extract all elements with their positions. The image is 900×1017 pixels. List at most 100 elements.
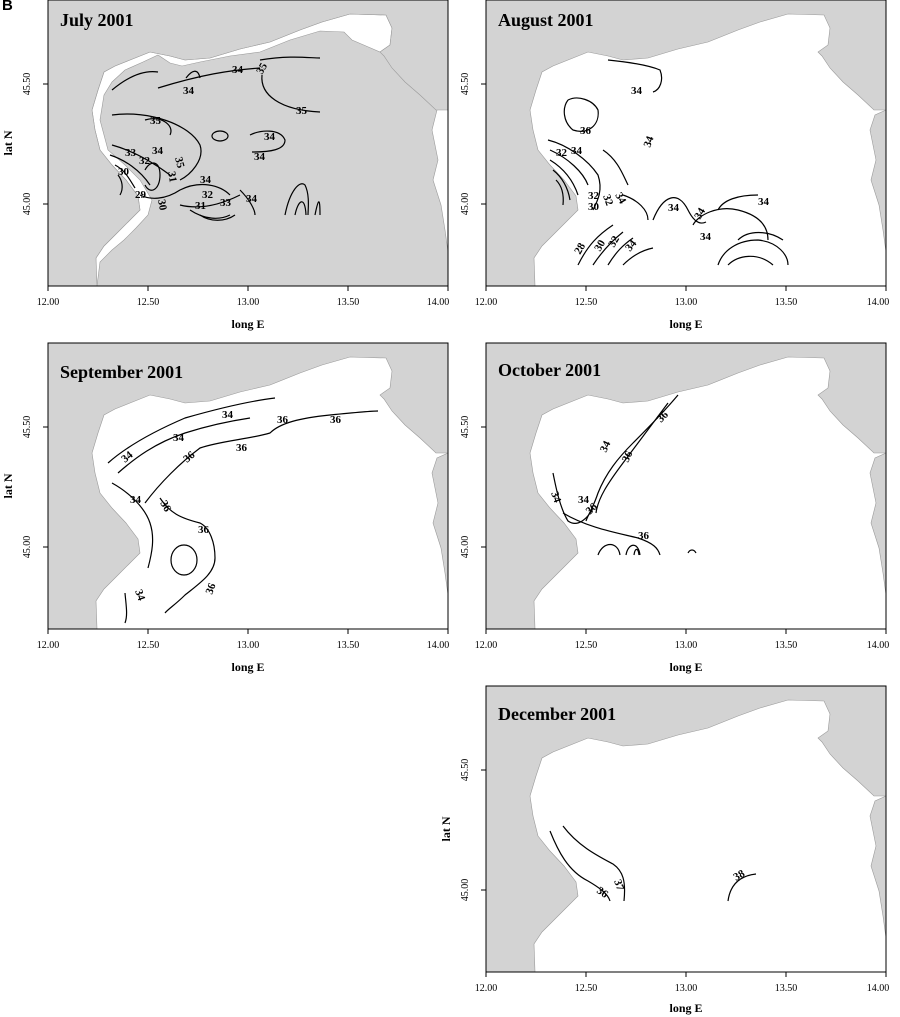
contour-label: 36 xyxy=(638,530,650,542)
x-axis: 12.00 12.50 13.00 13.50 14.00 long E xyxy=(37,286,450,331)
panel-title: December 2001 xyxy=(498,704,616,724)
x-axis: 12.00 12.50 13.00 13.50 14.00 long E xyxy=(37,629,450,674)
x-tick-label: 13.00 xyxy=(675,640,698,651)
contour-label: 35 xyxy=(296,105,308,117)
contour-label: 36 xyxy=(580,125,592,137)
contour-label: 33 xyxy=(125,147,137,159)
x-axis: 12.00 12.50 13.00 13.50 14.00 long E xyxy=(475,972,890,1015)
contour-label: 32 xyxy=(202,189,214,201)
contour-label: 32 xyxy=(139,155,151,167)
x-tick-label: 12.50 xyxy=(137,640,160,651)
x-axis-label: long E xyxy=(231,317,264,331)
panel-title: September 2001 xyxy=(60,362,183,382)
contour-label: 34 xyxy=(598,439,614,454)
map-panel-december: 36 37 38 December 2001 12.00 12.50 13.00… xyxy=(439,685,890,1015)
contour-label: 34 xyxy=(571,145,583,157)
contour-label: 34 xyxy=(578,494,590,506)
contour-label: 34 xyxy=(232,64,244,76)
y-tick-label: 45.00 xyxy=(460,536,471,559)
x-tick-label: 13.50 xyxy=(775,297,798,308)
contour-label: 34 xyxy=(668,202,680,214)
contour-label: 36 xyxy=(277,414,289,426)
contour-label: 34 xyxy=(264,131,276,143)
y-tick-label: 45.50 xyxy=(460,759,471,782)
x-axis: 12.00 12.50 13.00 13.50 14.00 long E xyxy=(475,286,889,331)
contour-label: 34 xyxy=(758,196,770,208)
y-axis-label: lat N xyxy=(1,130,15,155)
x-tick-label: 12.00 xyxy=(37,640,60,651)
y-axis-label: lat N xyxy=(1,473,15,498)
contour-label: 34 xyxy=(222,409,234,421)
y-tick-label: 45.00 xyxy=(460,879,471,902)
x-tick-label: 12.50 xyxy=(137,297,160,308)
x-tick-label: 13.50 xyxy=(337,297,360,308)
contour-label: 31 xyxy=(165,170,179,183)
panel-title: August 2001 xyxy=(498,10,594,30)
contour-label: 34 xyxy=(254,151,266,163)
land-mass xyxy=(47,342,449,630)
map-plot-area: 36 34 36 34 34 36 36 xyxy=(485,342,887,630)
x-axis-label: long E xyxy=(669,660,702,674)
y-axis: 45.50 45.00 lat N xyxy=(1,73,48,216)
y-tick-label: 45.50 xyxy=(22,416,33,439)
x-tick-label: 14.00 xyxy=(427,297,450,308)
contour-label: 34 xyxy=(631,85,643,97)
contour-label: 36 xyxy=(204,581,219,596)
y-axis-label: lat N xyxy=(439,816,453,841)
map-panel-september: 34 36 36 34 34 36 36 34 36 36 36 34 Sept… xyxy=(1,342,450,674)
y-tick-label: 45.00 xyxy=(460,193,471,216)
contour-label: 36 xyxy=(236,442,248,454)
map-panel-july: 34 35 34 35 35 34 34 33 32 34 35 30 31 3… xyxy=(1,0,450,331)
map-plot-area: 36 37 38 xyxy=(485,685,887,973)
contour-label: 34 xyxy=(548,490,563,505)
contour-label: 32 xyxy=(556,147,568,159)
contour-label: 36 xyxy=(198,524,210,536)
contour-label: 30 xyxy=(588,201,600,213)
y-tick-label: 45.50 xyxy=(22,73,33,96)
figure-label: B xyxy=(2,0,13,14)
x-tick-label: 13.50 xyxy=(775,640,798,651)
contour-label: 34 xyxy=(152,145,164,157)
contour-label: 37 xyxy=(611,878,626,893)
y-axis: 45.50 45.00 lat N xyxy=(439,759,486,902)
contour-label: 34 xyxy=(130,494,142,506)
contour-label: 35 xyxy=(150,115,162,127)
x-tick-label: 12.00 xyxy=(475,640,498,651)
x-tick-label: 12.50 xyxy=(575,983,598,994)
x-tick-label: 12.50 xyxy=(575,640,598,651)
x-tick-label: 12.00 xyxy=(37,297,60,308)
contour-label: 34 xyxy=(200,174,212,186)
contour-label: 34 xyxy=(183,85,195,97)
y-axis: 45.50 45.00 xyxy=(460,73,486,216)
x-tick-label: 12.50 xyxy=(575,297,598,308)
contour-label: 36 xyxy=(330,414,342,426)
x-tick-label: 13.50 xyxy=(337,640,360,651)
contour-label: 34 xyxy=(700,231,712,243)
land-mass xyxy=(485,0,887,287)
x-tick-label: 14.00 xyxy=(427,640,450,651)
x-tick-label: 13.50 xyxy=(775,983,798,994)
contour-label: 29 xyxy=(135,189,147,201)
x-axis-label: long E xyxy=(231,660,264,674)
contour-label: 35 xyxy=(172,156,187,170)
contour-label: 30 xyxy=(118,166,130,178)
contour-label: 33 xyxy=(220,197,232,209)
contour-label: 32 xyxy=(600,193,615,208)
contour-label: 36 xyxy=(620,449,636,464)
x-axis-label: long E xyxy=(669,317,702,331)
panel-title: July 2001 xyxy=(60,10,134,30)
map-plot-area: 34 36 36 34 34 36 36 34 36 36 36 34 xyxy=(47,342,449,630)
land-mass xyxy=(485,685,887,973)
contour-label: 34 xyxy=(173,432,185,444)
x-tick-label: 14.00 xyxy=(867,983,890,994)
contour-label: 30 xyxy=(155,198,169,211)
y-tick-label: 45.00 xyxy=(22,193,33,216)
x-tick-label: 14.00 xyxy=(867,640,890,651)
map-plot-area: 34 35 34 35 35 34 34 33 32 34 35 30 31 3… xyxy=(47,0,449,287)
x-axis: 12.00 12.50 13.00 13.50 14.00 long E xyxy=(475,629,890,674)
x-tick-label: 12.00 xyxy=(475,297,498,308)
x-axis-label: long E xyxy=(669,1001,702,1015)
y-axis: 45.50 45.00 lat N xyxy=(1,416,48,558)
x-tick-label: 13.00 xyxy=(237,297,260,308)
x-tick-label: 12.00 xyxy=(475,983,498,994)
